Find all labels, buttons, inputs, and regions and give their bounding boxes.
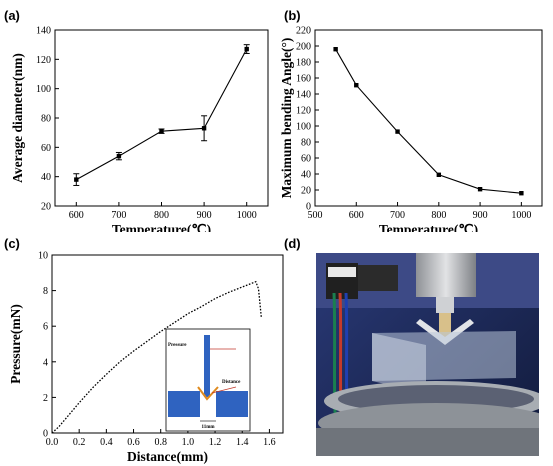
y-tick-label: 80: [301, 138, 311, 149]
y-tick-label: 40: [41, 172, 51, 183]
x-axis-title: Temperature(℃): [112, 222, 211, 232]
x-tick-label: 1000: [511, 210, 531, 221]
y-tick-label: 0: [43, 429, 48, 440]
x-tick-label: 800: [431, 210, 446, 221]
y-axis-title: Average diameter(nm): [10, 53, 25, 183]
data-point: [395, 129, 400, 134]
data-point: [74, 177, 79, 182]
y-tick-label: 2: [43, 393, 48, 404]
x-tick-label: 0.2: [73, 437, 86, 448]
y-tick-label: 100: [36, 84, 51, 95]
y-tick-label: 220: [296, 26, 311, 37]
data-point: [201, 126, 207, 131]
inset-schematic: Pressure Distance 11mm: [165, 328, 251, 432]
y-tick-label: 20: [301, 186, 311, 197]
data-point: [244, 46, 249, 52]
y-axis-title: Pressure(mN): [8, 304, 23, 384]
y-tick-label: 120: [296, 106, 311, 117]
inset-block-left: [168, 391, 200, 417]
plot-frame: [51, 254, 284, 434]
x-axis-title: Distance(mm): [127, 449, 208, 464]
y-tick-label: 20: [41, 202, 51, 213]
x-tick-label: 1.2: [209, 437, 222, 448]
y-tick-label: 180: [296, 58, 311, 69]
chart-b: 500 600 700 800 900 1000 0 20 40 60 80 100 120 140 160…: [279, 26, 543, 232]
y-tick-label: 60: [301, 154, 311, 165]
data-point: [477, 187, 483, 192]
x-tick-label: 700: [390, 210, 405, 221]
series-line: [335, 48, 522, 194]
y-tick-label: 0: [306, 202, 311, 213]
y-tick-label: 160: [296, 74, 311, 85]
series-line: [51, 280, 262, 434]
inset-probe: [204, 335, 210, 397]
panel-label-c: (c): [4, 236, 20, 251]
y-tick-label: 8: [43, 286, 48, 297]
data-point: [354, 83, 359, 88]
x-tick-label: 0.8: [154, 437, 167, 448]
x-tick-label: 1.0: [182, 437, 195, 448]
photo-panel-d: [316, 253, 539, 456]
y-tick-label: 120: [36, 55, 51, 66]
x-tick-label: 600: [69, 210, 84, 221]
x-axis-title: Temperature(℃): [379, 222, 478, 232]
x-tick-label: 900: [197, 210, 212, 221]
x-tick-label: 1.4: [236, 437, 249, 448]
y-tick-label: 6: [43, 322, 48, 333]
y-tick-label: 140: [296, 90, 311, 101]
data-point: [116, 153, 122, 159]
plot-frame: [314, 29, 543, 207]
inset-distance-label: Distance: [222, 380, 241, 385]
x-tick-label: 0.4: [100, 437, 113, 448]
inset-bent-strip: [197, 386, 219, 401]
inset-pressure-label: Pressure: [168, 343, 187, 348]
panel-label-d: (d): [284, 236, 301, 251]
x-tick-label: 500: [308, 210, 323, 221]
y-tick-label: 140: [36, 26, 51, 37]
data-point: [159, 129, 164, 134]
x-tick-label: 600: [349, 210, 364, 221]
plot-frame: [54, 29, 269, 207]
panel-label-b: (b): [284, 8, 301, 23]
press-head: [416, 253, 476, 297]
probe-tip: [439, 313, 451, 337]
data-point: [519, 191, 524, 196]
chart-a: 600 700 800 900 1000 20 40 60 80 100 120 140 Tempera…: [10, 26, 269, 232]
x-tick-label: 700: [111, 210, 126, 221]
y-tick-label: 40: [301, 170, 311, 181]
y-tick-label: 10: [38, 251, 48, 262]
y-tick-label: 4: [43, 357, 48, 368]
y-tick-label: 100: [296, 122, 311, 133]
x-tick-label: 1.6: [263, 437, 276, 448]
x-tick-label: 0.6: [127, 437, 140, 448]
panel-label-a: (a): [4, 8, 20, 23]
data-point: [436, 172, 442, 177]
series-line: [76, 48, 248, 181]
inset-distance-leader: [211, 386, 237, 394]
x-tick-label: 1000: [237, 210, 257, 221]
y-tick-label: 80: [41, 114, 51, 125]
y-axis-title: Maximum bending Angle(°): [279, 38, 294, 199]
chart-c: 0.0 0.2 0.4 0.6 0.8 1.0 1.2 1.4 1.6 0 2 4 6 8 10 Distan…: [8, 251, 284, 464]
x-tick-label: 0.0: [46, 437, 59, 448]
experiment-photo: [316, 253, 539, 456]
data-point: [333, 47, 338, 52]
y-tick-label: 60: [41, 143, 51, 154]
inset-gap-label: 11mm: [201, 425, 215, 430]
inset-block-right: [216, 391, 248, 417]
x-tick-label: 800: [154, 210, 169, 221]
y-tick-label: 200: [296, 42, 311, 53]
x-tick-label: 900: [473, 210, 488, 221]
